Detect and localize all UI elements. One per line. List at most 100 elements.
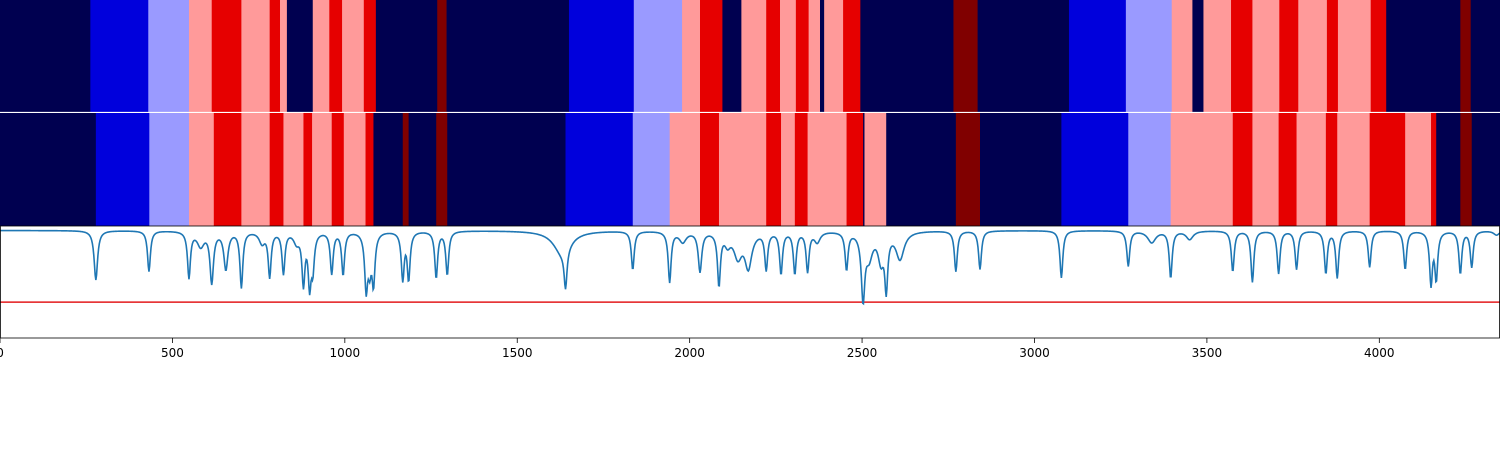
x-tick-label: 3500 bbox=[1192, 346, 1223, 360]
middle-strip-segment-lightblue bbox=[632, 113, 671, 226]
middle-strip-segment-darkred bbox=[1460, 113, 1473, 226]
x-tick-label: 2000 bbox=[674, 346, 705, 360]
top-strip-segment-red bbox=[329, 0, 343, 112]
x-tick-label: 3000 bbox=[1019, 346, 1050, 360]
middle-strip-segment-navy bbox=[447, 113, 566, 226]
top-strip-segment-blue bbox=[568, 0, 635, 112]
middle-strip-segment-navy bbox=[886, 113, 957, 226]
x-tick-label: 1000 bbox=[330, 346, 361, 360]
x-tick-label: 500 bbox=[161, 346, 184, 360]
top-strip-segment-pink bbox=[1252, 0, 1280, 112]
top-strip-segment-red bbox=[700, 0, 723, 112]
top-strip-segment-pink bbox=[741, 0, 767, 112]
middle-strip-segment-red bbox=[213, 113, 242, 226]
top-strip-segment-pink bbox=[312, 0, 330, 112]
top-heatmap-strip bbox=[0, 0, 1500, 112]
top-strip-segment-pink bbox=[342, 0, 365, 112]
middle-strip-segment-pink bbox=[1405, 113, 1432, 226]
middle-strip-segment-pink bbox=[669, 113, 701, 226]
top-strip-segment-navy bbox=[977, 0, 1070, 112]
x-tick-label: 2500 bbox=[847, 346, 878, 360]
x-tick-label: 1500 bbox=[502, 346, 533, 360]
middle-strip-segment-navy bbox=[373, 113, 404, 226]
top-strip-segment-red bbox=[843, 0, 861, 112]
middle-strip-segment-pink bbox=[283, 113, 304, 226]
middle-strip-segment-pink bbox=[343, 113, 366, 226]
top-strip-segment-pink bbox=[241, 0, 271, 112]
middle-strip-segment-pink bbox=[312, 113, 333, 226]
top-strip-segment-pink bbox=[780, 0, 797, 112]
middle-strip-segment-pink bbox=[1296, 113, 1327, 226]
middle-strip-segment-darkred bbox=[955, 113, 981, 226]
series-line bbox=[0, 229, 1500, 306]
middle-strip-segment-red bbox=[1232, 113, 1253, 226]
middle-strip-segment-blue bbox=[565, 113, 634, 226]
x-tick-label: 4000 bbox=[1364, 346, 1395, 360]
middle-strip-segment-red bbox=[846, 113, 864, 226]
top-strip-segment-navy bbox=[0, 0, 91, 112]
middle-strip-segment-pink bbox=[807, 113, 847, 226]
top-strip-segment-pink bbox=[188, 0, 213, 112]
top-strip-segment-navy bbox=[820, 0, 825, 112]
top-strip-segment-navy bbox=[446, 0, 570, 112]
top-strip-segment-red bbox=[795, 0, 810, 112]
middle-strip-segment-lightblue bbox=[149, 113, 190, 226]
middle-strip-segment-red bbox=[794, 113, 808, 226]
middle-strip-segment-navy bbox=[980, 113, 1062, 226]
x-axis: 0 500 1000 1500 2000 2500 3000 3500 4000 bbox=[0, 338, 1395, 360]
top-strip-segment-navy bbox=[860, 0, 954, 112]
top-strip-segment-pink bbox=[808, 0, 821, 112]
top-strip-segment-pink bbox=[1337, 0, 1372, 112]
middle-strip-segment-red bbox=[303, 113, 313, 226]
top-strip-segment-red bbox=[1231, 0, 1253, 112]
middle-strip-segment-pink bbox=[1337, 113, 1371, 226]
middle-strip-segment-navy bbox=[863, 113, 865, 226]
middle-strip-segment-pink bbox=[781, 113, 796, 226]
middle-strip-segment-pink bbox=[1170, 113, 1234, 226]
top-strip-segment-pink bbox=[1171, 0, 1193, 112]
middle-strip-segment-red bbox=[1369, 113, 1406, 226]
middle-strip-segment-red bbox=[365, 113, 374, 226]
top-strip-segment-navy bbox=[1470, 0, 1500, 112]
top-strip-segment-navy bbox=[1386, 0, 1461, 112]
top-strip-segment-darkred bbox=[953, 0, 978, 112]
top-strip-segment-red bbox=[1370, 0, 1387, 112]
middle-strip-segment-blue bbox=[1061, 113, 1129, 226]
top-strip-segment-pink bbox=[682, 0, 701, 112]
middle-strip-segment-pink bbox=[718, 113, 767, 226]
top-strip-segment-lightblue bbox=[148, 0, 190, 112]
top-strip-segment-navy bbox=[1192, 0, 1204, 112]
middle-strip-segment-pink bbox=[864, 113, 887, 226]
middle-strip-segment-blue bbox=[95, 113, 150, 226]
top-strip-segment-navy bbox=[286, 0, 314, 112]
middle-strip-segment-lightblue bbox=[1128, 113, 1172, 226]
middle-strip-segment-red bbox=[766, 113, 782, 226]
top-strip-segment-darkred bbox=[1460, 0, 1472, 112]
middle-strip-segment-navy bbox=[1436, 113, 1461, 226]
top-strip-segment-lightblue bbox=[1125, 0, 1173, 112]
middle-strip-segment-darkred bbox=[436, 113, 448, 226]
middle-strip-segment-pink bbox=[1252, 113, 1280, 226]
top-strip-segment-red bbox=[363, 0, 377, 112]
top-strip-segment-navy bbox=[375, 0, 438, 112]
x-tick-label: 0 bbox=[0, 346, 4, 360]
middle-strip-segment-pink bbox=[188, 113, 215, 226]
middle-strip-segment-red bbox=[1325, 113, 1338, 226]
middle-strip-segment-red bbox=[269, 113, 284, 226]
middle-strip-segment-red bbox=[1431, 113, 1437, 226]
middle-strip-segment-red bbox=[331, 113, 345, 226]
middle-strip-segment-navy bbox=[1471, 113, 1500, 226]
top-strip-segment-blue bbox=[90, 0, 149, 112]
top-strip-segment-pink bbox=[824, 0, 844, 112]
top-strip-segment-red bbox=[211, 0, 242, 112]
top-strip-segment-navy bbox=[722, 0, 742, 112]
top-strip-segment-red bbox=[269, 0, 281, 112]
middle-strip-segment-navy bbox=[408, 113, 437, 226]
middle-strip-segment-red bbox=[700, 113, 720, 226]
top-strip-segment-red bbox=[1326, 0, 1339, 112]
top-strip-segment-red bbox=[1279, 0, 1299, 112]
top-strip-segment-lightblue bbox=[633, 0, 683, 112]
top-strip-segment-red bbox=[766, 0, 781, 112]
top-strip-segment-pink bbox=[1298, 0, 1328, 112]
